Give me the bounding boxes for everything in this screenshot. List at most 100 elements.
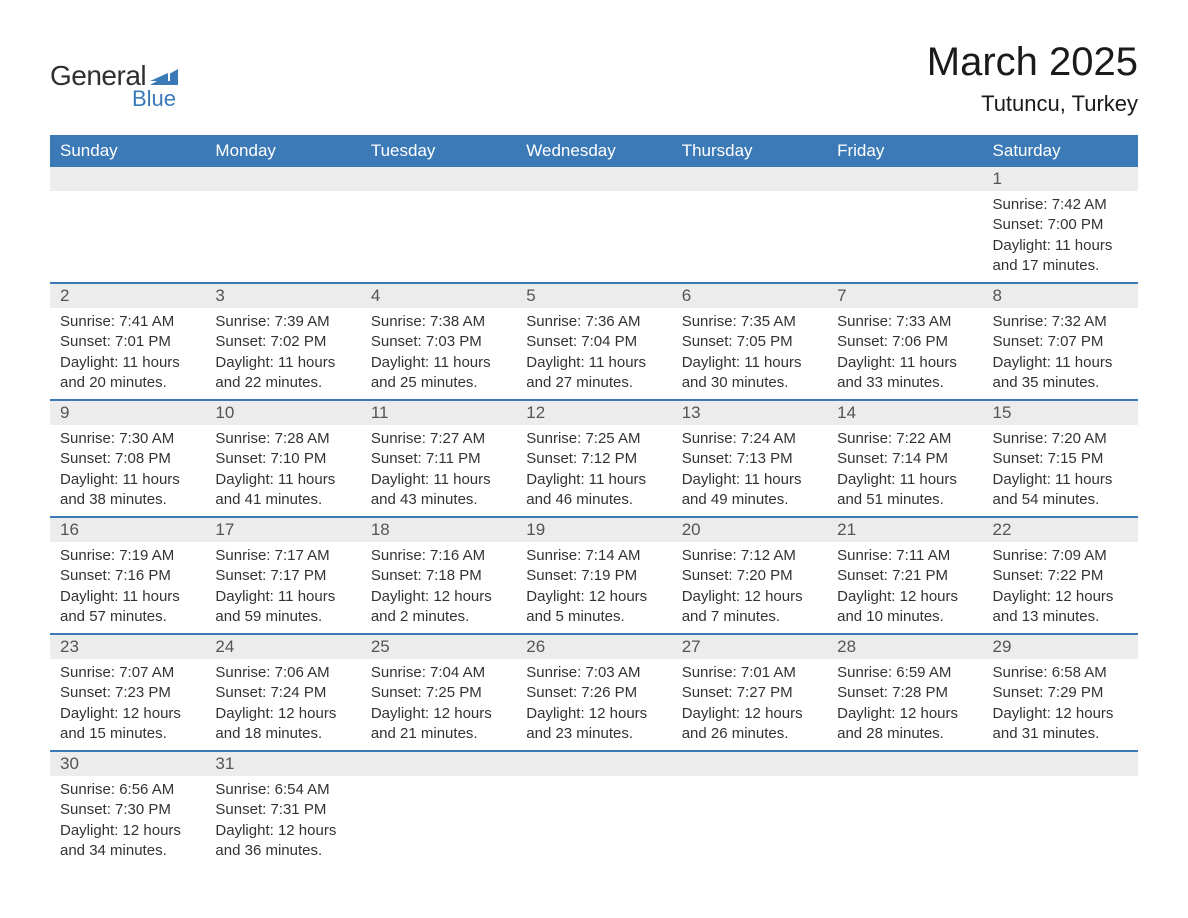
- sunrise-text: Sunrise: 7:09 AM: [993, 546, 1128, 566]
- sunrise-text: Sunrise: 7:35 AM: [682, 312, 817, 332]
- calendar-day-cell: [516, 751, 671, 867]
- sunset-text: Sunset: 7:18 PM: [371, 566, 506, 586]
- sunrise-text: Sunrise: 6:59 AM: [837, 663, 972, 683]
- day-number: 7: [827, 284, 982, 308]
- sunrise-text: Sunrise: 7:41 AM: [60, 312, 195, 332]
- sunset-text: Sunset: 7:10 PM: [215, 449, 350, 469]
- sunrise-text: Sunrise: 7:11 AM: [837, 546, 972, 566]
- day-header-thursday: Thursday: [672, 135, 827, 167]
- day-header-friday: Friday: [827, 135, 982, 167]
- sunrise-text: Sunrise: 6:54 AM: [215, 780, 350, 800]
- daylight-text: Daylight: 11 hours and 27 minutes.: [526, 353, 661, 394]
- calendar-day-cell: [361, 751, 516, 867]
- day-content: Sunrise: 6:54 AMSunset: 7:31 PMDaylight:…: [205, 776, 360, 867]
- sunset-text: Sunset: 7:26 PM: [526, 683, 661, 703]
- sunset-text: Sunset: 7:19 PM: [526, 566, 661, 586]
- calendar-day-cell: [827, 751, 982, 867]
- sunset-text: Sunset: 7:25 PM: [371, 683, 506, 703]
- day-number: 8: [983, 284, 1138, 308]
- sunrise-text: Sunrise: 7:42 AM: [993, 195, 1128, 215]
- calendar-day-cell: 31Sunrise: 6:54 AMSunset: 7:31 PMDayligh…: [205, 751, 360, 867]
- day-content: Sunrise: 7:19 AMSunset: 7:16 PMDaylight:…: [50, 542, 205, 633]
- daylight-text: Daylight: 11 hours and 35 minutes.: [993, 353, 1128, 394]
- day-content: Sunrise: 7:06 AMSunset: 7:24 PMDaylight:…: [205, 659, 360, 750]
- calendar-week-row: 16Sunrise: 7:19 AMSunset: 7:16 PMDayligh…: [50, 517, 1138, 634]
- daylight-text: Daylight: 12 hours and 28 minutes.: [837, 704, 972, 745]
- day-number: [672, 752, 827, 776]
- day-header-monday: Monday: [205, 135, 360, 167]
- day-content: Sunrise: 6:58 AMSunset: 7:29 PMDaylight:…: [983, 659, 1138, 750]
- day-content: Sunrise: 7:16 AMSunset: 7:18 PMDaylight:…: [361, 542, 516, 633]
- calendar-day-cell: 11Sunrise: 7:27 AMSunset: 7:11 PMDayligh…: [361, 400, 516, 517]
- sunset-text: Sunset: 7:08 PM: [60, 449, 195, 469]
- sunset-text: Sunset: 7:17 PM: [215, 566, 350, 586]
- day-number: 19: [516, 518, 671, 542]
- day-number: 1: [983, 167, 1138, 191]
- day-number: 31: [205, 752, 360, 776]
- sunset-text: Sunset: 7:15 PM: [993, 449, 1128, 469]
- calendar-day-cell: 5Sunrise: 7:36 AMSunset: 7:04 PMDaylight…: [516, 283, 671, 400]
- daylight-text: Daylight: 11 hours and 43 minutes.: [371, 470, 506, 511]
- calendar-day-cell: 6Sunrise: 7:35 AMSunset: 7:05 PMDaylight…: [672, 283, 827, 400]
- daylight-text: Daylight: 11 hours and 57 minutes.: [60, 587, 195, 628]
- daylight-text: Daylight: 11 hours and 30 minutes.: [682, 353, 817, 394]
- sunrise-text: Sunrise: 7:12 AM: [682, 546, 817, 566]
- calendar-header-row: Sunday Monday Tuesday Wednesday Thursday…: [50, 135, 1138, 167]
- calendar-day-cell: 22Sunrise: 7:09 AMSunset: 7:22 PMDayligh…: [983, 517, 1138, 634]
- calendar-week-row: 30Sunrise: 6:56 AMSunset: 7:30 PMDayligh…: [50, 751, 1138, 867]
- day-number: [516, 752, 671, 776]
- day-number: 14: [827, 401, 982, 425]
- calendar-day-cell: [516, 167, 671, 283]
- day-number: 21: [827, 518, 982, 542]
- day-content: Sunrise: 7:36 AMSunset: 7:04 PMDaylight:…: [516, 308, 671, 399]
- calendar-day-cell: 23Sunrise: 7:07 AMSunset: 7:23 PMDayligh…: [50, 634, 205, 751]
- day-content: Sunrise: 7:28 AMSunset: 7:10 PMDaylight:…: [205, 425, 360, 516]
- sunrise-text: Sunrise: 7:01 AM: [682, 663, 817, 683]
- sunrise-text: Sunrise: 7:30 AM: [60, 429, 195, 449]
- sunset-text: Sunset: 7:31 PM: [215, 800, 350, 820]
- day-number: [516, 167, 671, 191]
- day-content: [516, 191, 671, 265]
- day-content: Sunrise: 7:39 AMSunset: 7:02 PMDaylight:…: [205, 308, 360, 399]
- sunrise-text: Sunrise: 7:07 AM: [60, 663, 195, 683]
- daylight-text: Daylight: 11 hours and 22 minutes.: [215, 353, 350, 394]
- day-number: 25: [361, 635, 516, 659]
- day-number: [672, 167, 827, 191]
- day-number: [827, 752, 982, 776]
- calendar-day-cell: [983, 751, 1138, 867]
- sunset-text: Sunset: 7:01 PM: [60, 332, 195, 352]
- daylight-text: Daylight: 12 hours and 7 minutes.: [682, 587, 817, 628]
- day-content: Sunrise: 7:01 AMSunset: 7:27 PMDaylight:…: [672, 659, 827, 750]
- day-content: Sunrise: 7:27 AMSunset: 7:11 PMDaylight:…: [361, 425, 516, 516]
- daylight-text: Daylight: 11 hours and 33 minutes.: [837, 353, 972, 394]
- day-number: 16: [50, 518, 205, 542]
- daylight-text: Daylight: 11 hours and 17 minutes.: [993, 236, 1128, 277]
- calendar-day-cell: 27Sunrise: 7:01 AMSunset: 7:27 PMDayligh…: [672, 634, 827, 751]
- day-number: 6: [672, 284, 827, 308]
- sunset-text: Sunset: 7:24 PM: [215, 683, 350, 703]
- calendar-week-row: 1Sunrise: 7:42 AMSunset: 7:00 PMDaylight…: [50, 167, 1138, 283]
- sunrise-text: Sunrise: 6:56 AM: [60, 780, 195, 800]
- sunset-text: Sunset: 7:13 PM: [682, 449, 817, 469]
- day-number: 3: [205, 284, 360, 308]
- daylight-text: Daylight: 12 hours and 15 minutes.: [60, 704, 195, 745]
- day-number: 26: [516, 635, 671, 659]
- daylight-text: Daylight: 12 hours and 18 minutes.: [215, 704, 350, 745]
- daylight-text: Daylight: 12 hours and 34 minutes.: [60, 821, 195, 862]
- calendar-day-cell: 17Sunrise: 7:17 AMSunset: 7:17 PMDayligh…: [205, 517, 360, 634]
- day-number: 30: [50, 752, 205, 776]
- calendar-day-cell: [672, 751, 827, 867]
- calendar-day-cell: 10Sunrise: 7:28 AMSunset: 7:10 PMDayligh…: [205, 400, 360, 517]
- day-header-sunday: Sunday: [50, 135, 205, 167]
- day-number: 10: [205, 401, 360, 425]
- day-number: 11: [361, 401, 516, 425]
- day-number: [983, 752, 1138, 776]
- logo-text-blue: Blue: [132, 86, 176, 112]
- sunrise-text: Sunrise: 7:20 AM: [993, 429, 1128, 449]
- calendar-day-cell: 7Sunrise: 7:33 AMSunset: 7:06 PMDaylight…: [827, 283, 982, 400]
- sunset-text: Sunset: 7:28 PM: [837, 683, 972, 703]
- day-number: 23: [50, 635, 205, 659]
- day-content: Sunrise: 6:56 AMSunset: 7:30 PMDaylight:…: [50, 776, 205, 867]
- calendar-table: Sunday Monday Tuesday Wednesday Thursday…: [50, 135, 1138, 867]
- day-header-tuesday: Tuesday: [361, 135, 516, 167]
